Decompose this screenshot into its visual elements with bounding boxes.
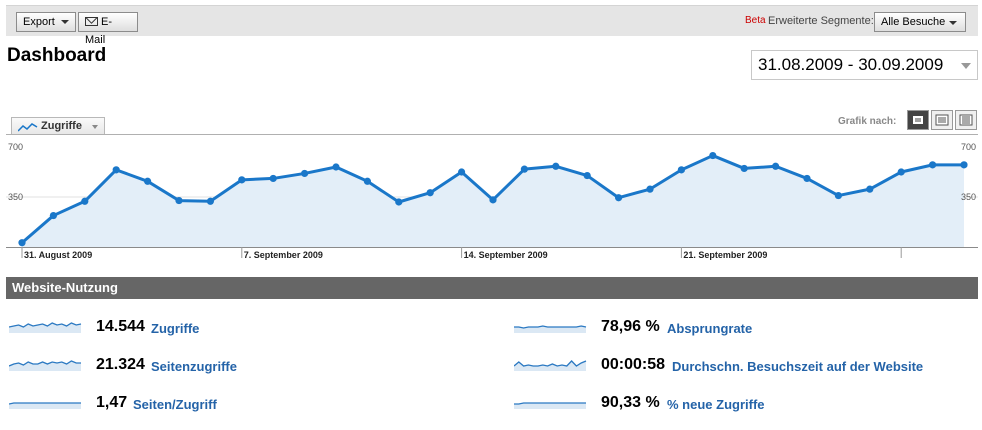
list-icon: [913, 116, 923, 124]
list-icon: [959, 114, 973, 126]
stat-link[interactable]: % neue Zugriffe: [667, 397, 765, 412]
data-point: [646, 185, 654, 193]
envelope-icon: [85, 17, 98, 26]
stat-row: 1,47 Seiten/Zugriff: [9, 394, 479, 414]
data-point: [395, 198, 403, 206]
chevron-down-icon: [949, 21, 957, 25]
data-point: [112, 166, 120, 174]
stat-value: 14.544: [96, 318, 145, 335]
data-point: [552, 162, 560, 170]
chevron-down-icon: [955, 51, 977, 79]
sparkline: [9, 402, 81, 409]
sparkline: [514, 325, 587, 333]
stat-row: 00:00:58 Durchschn. Besuchszeit auf der W…: [514, 356, 982, 376]
data-point: [615, 194, 623, 202]
data-point: [458, 168, 466, 176]
data-point: [897, 168, 905, 176]
stat-row: 90,33 % % neue Zugriffe: [514, 394, 982, 414]
y-tick-label: 350: [8, 192, 23, 202]
sparkline: [9, 322, 82, 333]
date-range-value: 31.08.2009 - 30.09.2009: [758, 55, 944, 74]
stat-link[interactable]: Seiten/Zugriff: [133, 397, 217, 412]
data-point: [49, 211, 58, 220]
x-tick-label: 14. September 2009: [464, 250, 548, 260]
x-tick-label: 7. September 2009: [244, 250, 323, 260]
beta-badge: Beta: [745, 15, 766, 26]
chevron-down-icon: [60, 20, 69, 25]
segments-label: Erweiterte Segmente:: [768, 15, 874, 27]
data-point: [81, 197, 89, 205]
sparkline: [514, 402, 586, 409]
segments-select[interactable]: Alle Besuche: [874, 12, 966, 32]
x-tick-label: 31. August 2009: [24, 250, 92, 260]
visits-chart: 31. August 2009 7. September 2009 14. Sept…: [6, 134, 978, 260]
data-point: [677, 166, 686, 174]
line-chart-icon: [18, 123, 38, 132]
export-label: Export: [23, 16, 55, 28]
data-point: [929, 161, 937, 169]
stat-value: 78,96 %: [601, 318, 660, 335]
stat-link[interactable]: Seitenzugriffe: [151, 359, 237, 374]
section-header: Website-Nutzung: [6, 277, 978, 299]
data-point: [834, 191, 843, 200]
list-icon: [935, 114, 949, 126]
chevron-down-icon: [92, 125, 98, 129]
data-point: [144, 177, 152, 185]
date-range-picker[interactable]: 31.08.2009 - 30.09.2009: [751, 50, 978, 80]
stat-link[interactable]: Durchschn. Besuchszeit auf der Website: [672, 359, 924, 374]
stat-link[interactable]: Zugriffe: [151, 321, 200, 336]
data-point: [583, 171, 591, 180]
metric-label: Zugriffe: [41, 120, 82, 132]
data-point: [332, 163, 340, 171]
y-tick-label: 700: [8, 142, 23, 152]
sparkline: [514, 360, 587, 371]
stat-row: 21.324 Seitenzugriffe: [9, 356, 479, 376]
data-point: [18, 239, 26, 247]
stat-value: 90,33 %: [601, 394, 660, 411]
data-point: [960, 161, 968, 169]
stat-link[interactable]: Absprungrate: [667, 321, 753, 336]
data-point: [301, 169, 309, 178]
email-label: E-Mail: [85, 16, 112, 46]
stat-row: 14.544 Zugriffe: [9, 318, 479, 338]
y-tick-label: 350: [961, 192, 976, 202]
data-point: [520, 165, 529, 173]
graph-by-label: Grafik nach:: [838, 116, 897, 127]
segments-value: Alle Besuche: [881, 16, 946, 28]
data-point: [709, 151, 717, 160]
data-point: [772, 162, 780, 170]
page-title: Dashboard: [7, 45, 107, 66]
data-point: [238, 176, 246, 184]
view-week-button[interactable]: [931, 110, 953, 130]
data-point: [426, 189, 434, 197]
data-point: [740, 164, 748, 173]
y-tick-label: 700: [961, 142, 976, 152]
stat-value: 00:00:58: [601, 356, 666, 373]
email-button[interactable]: E-Mail: [78, 12, 138, 46]
data-point: [206, 197, 214, 205]
stat-value: 1,47: [96, 394, 128, 411]
data-point: [175, 196, 183, 205]
view-month-button[interactable]: [955, 110, 977, 130]
stat-row: 78,96 % Absprungrate: [514, 318, 982, 338]
view-day-button[interactable]: [907, 110, 929, 130]
data-point: [269, 174, 277, 183]
data-point: [866, 185, 874, 193]
metric-selector[interactable]: Zugriffe: [11, 117, 105, 135]
stat-value: 21.324: [96, 356, 145, 373]
data-point: [489, 196, 497, 204]
x-tick-label: 21. September 2009: [683, 250, 767, 260]
data-point: [803, 174, 811, 183]
export-button[interactable]: Export: [16, 12, 76, 32]
toolbar: Export E-Mail Beta Erweiterte Segmente: …: [6, 5, 978, 46]
sparkline: [9, 360, 81, 371]
data-point: [363, 177, 371, 185]
